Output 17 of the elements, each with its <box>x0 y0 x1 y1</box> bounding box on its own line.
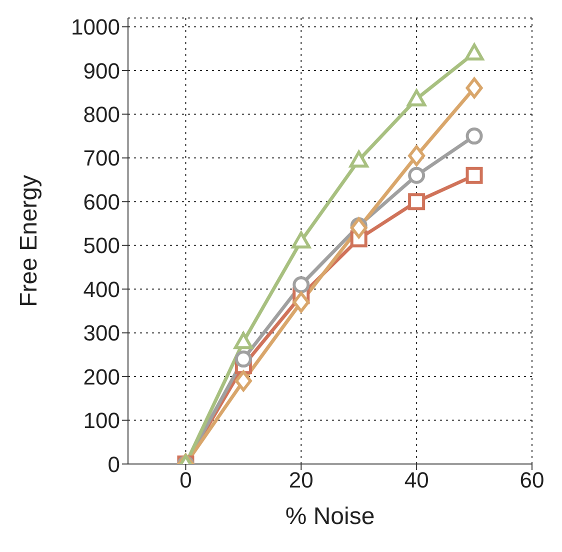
y-axis-title: Free Energy <box>16 174 43 308</box>
y-tick-label: 400 <box>83 276 120 302</box>
y-tick-label: 100 <box>83 408 120 434</box>
y-tick-label: 200 <box>83 364 120 390</box>
y-tick-label: 300 <box>83 320 120 346</box>
x-tick-label: 0 <box>180 468 192 493</box>
y-tick-label: 800 <box>83 102 120 128</box>
x-axis-title: % Noise <box>285 503 375 530</box>
x-tick-label: 60 <box>520 468 544 493</box>
y-tick-label: 1000 <box>71 14 120 40</box>
y-tick-label: 700 <box>83 146 120 171</box>
x-tick-label: 20 <box>288 468 314 493</box>
y-tick-label: 0 <box>108 452 120 477</box>
x-tick-label: 40 <box>404 468 429 493</box>
y-tick-label: 900 <box>83 58 120 84</box>
y-tick-label: 500 <box>83 233 120 258</box>
y-tick-label: 600 <box>83 189 120 214</box>
